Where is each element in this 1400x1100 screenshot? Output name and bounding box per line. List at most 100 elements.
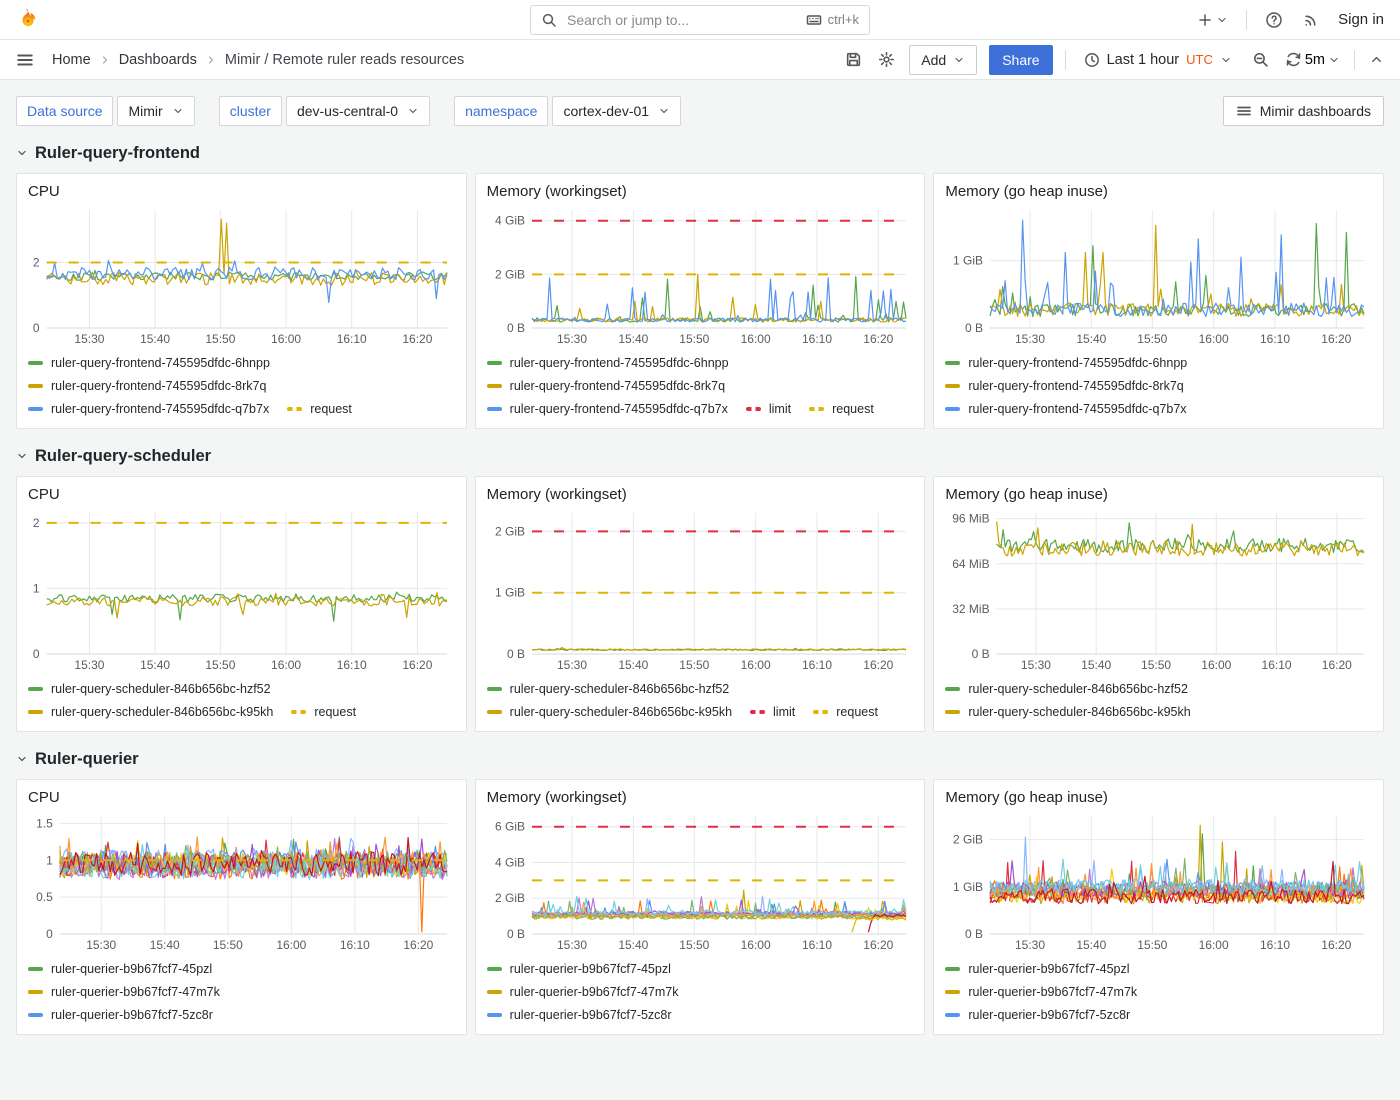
timeseries-chart[interactable]: 15:3015:4015:5016:0016:1016:2000.511.5 xyxy=(28,808,455,954)
new-menu-button[interactable] xyxy=(1195,10,1230,30)
timeseries-chart[interactable]: 15:3015:4015:5016:0016:1016:200 B1 GiB xyxy=(945,202,1372,348)
legend-series-swatch xyxy=(291,710,306,714)
panel-title[interactable]: Memory (go heap inuse) xyxy=(945,789,1372,806)
panel-title[interactable]: Memory (workingset) xyxy=(487,486,914,503)
legend-series-swatch xyxy=(487,687,502,691)
mimir-dashboards-button[interactable]: Mimir dashboards xyxy=(1223,96,1384,126)
legend-item[interactable]: ruler-query-frontend-745595dfdc-q7b7x xyxy=(28,402,269,416)
refresh-button[interactable]: 5m xyxy=(1283,49,1342,70)
panel-title[interactable]: Memory (go heap inuse) xyxy=(945,183,1372,200)
legend-item[interactable]: ruler-query-frontend-745595dfdc-q7b7x xyxy=(945,402,1186,416)
legend-item[interactable]: limit xyxy=(746,402,791,416)
legend-item[interactable]: ruler-query-frontend-745595dfdc-8rk7q xyxy=(945,379,1183,393)
save-dashboard-button[interactable] xyxy=(843,49,864,70)
legend-series-swatch xyxy=(746,407,761,411)
legend-item[interactable]: request xyxy=(813,705,878,719)
svg-text:16:20: 16:20 xyxy=(1322,658,1352,672)
legend-item[interactable]: ruler-query-scheduler-846b656bc-hzf52 xyxy=(945,682,1188,696)
legend-item[interactable]: ruler-querier-b9b67fcf7-47m7k xyxy=(28,985,220,999)
timeseries-chart[interactable]: 15:3015:4015:5016:0016:1016:200 B32 MiB6… xyxy=(945,505,1372,674)
dashboard-settings-button[interactable] xyxy=(876,49,897,70)
collapse-toolbar-button[interactable] xyxy=(1367,50,1386,69)
panel-title[interactable]: Memory (workingset) xyxy=(487,789,914,806)
legend-item[interactable]: ruler-query-frontend-745595dfdc-6hnpp xyxy=(28,356,270,370)
legend-row: ruler-query-scheduler-846b656bc-k95kh lim… xyxy=(487,700,914,723)
timeseries-chart[interactable]: 15:3015:4015:5016:0016:1016:200 B1 GiB2 … xyxy=(487,505,914,674)
news-button[interactable] xyxy=(1301,9,1322,30)
legend-item[interactable]: ruler-query-scheduler-846b656bc-hzf52 xyxy=(487,682,730,696)
legend-item[interactable]: ruler-querier-b9b67fcf7-5zc8r xyxy=(28,1008,213,1022)
share-button[interactable]: Share xyxy=(989,45,1052,75)
timeseries-chart[interactable]: 15:3015:4015:5016:0016:1016:2002 xyxy=(28,202,455,348)
dashboard-body: Ruler-query-frontendCPU15:3015:4015:5016… xyxy=(0,141,1400,1035)
breadcrumb-home[interactable]: Home xyxy=(52,52,91,68)
dashboard-row-header-ruler-query-frontend[interactable]: Ruler-query-frontend xyxy=(16,141,1384,165)
add-panel-button[interactable]: Add xyxy=(909,45,977,75)
legend-item[interactable]: request xyxy=(809,402,874,416)
variable-namespace-value[interactable]: cortex-dev-01 xyxy=(552,96,681,126)
legend-item[interactable]: ruler-query-scheduler-846b656bc-hzf52 xyxy=(28,682,271,696)
legend-item[interactable]: request xyxy=(291,705,356,719)
legend-item[interactable]: ruler-querier-b9b67fcf7-47m7k xyxy=(945,985,1137,999)
legend-item[interactable]: ruler-querier-b9b67fcf7-45pzl xyxy=(28,962,212,976)
chevron-right-icon xyxy=(205,54,217,66)
legend-item[interactable]: ruler-querier-b9b67fcf7-47m7k xyxy=(487,985,679,999)
legend-item[interactable]: ruler-querier-b9b67fcf7-5zc8r xyxy=(487,1008,672,1022)
search-shortcut: ctrl+k xyxy=(806,12,859,28)
svg-text:1 GiB: 1 GiB xyxy=(495,586,525,600)
svg-text:32 MiB: 32 MiB xyxy=(953,602,990,616)
dashboard-row-header-ruler-query-scheduler[interactable]: Ruler-query-scheduler xyxy=(16,444,1384,468)
legend-series-swatch xyxy=(28,967,43,971)
legend-item[interactable]: ruler-query-scheduler-846b656bc-k95kh xyxy=(487,705,732,719)
legend-series-label: ruler-querier-b9b67fcf7-45pzl xyxy=(968,962,1129,976)
legend-item[interactable]: ruler-querier-b9b67fcf7-45pzl xyxy=(945,962,1129,976)
legend-item[interactable]: ruler-querier-b9b67fcf7-5zc8r xyxy=(945,1008,1130,1022)
svg-text:15:50: 15:50 xyxy=(1138,332,1168,346)
legend-item[interactable]: ruler-query-scheduler-846b656bc-k95kh xyxy=(28,705,273,719)
legend-series-swatch xyxy=(28,407,43,411)
sign-in-link[interactable]: Sign in xyxy=(1338,11,1384,28)
help-button[interactable] xyxy=(1263,9,1285,31)
panel-title[interactable]: CPU xyxy=(28,486,455,503)
panel-title[interactable]: CPU xyxy=(28,183,455,200)
timeseries-chart[interactable]: 15:3015:4015:5016:0016:1016:200 B2 GiB4 … xyxy=(487,808,914,954)
grafana-logo[interactable] xyxy=(16,8,40,32)
legend-item[interactable]: ruler-query-frontend-745595dfdc-6hnpp xyxy=(945,356,1187,370)
timeseries-chart[interactable]: 15:3015:4015:5016:0016:1016:200 B2 GiB4 … xyxy=(487,202,914,348)
svg-text:15:30: 15:30 xyxy=(86,938,116,952)
legend-series-label: ruler-query-frontend-745595dfdc-8rk7q xyxy=(51,379,266,393)
timeseries-chart[interactable]: 15:3015:4015:5016:0016:1016:200 B1 GiB2 … xyxy=(945,808,1372,954)
mega-menu-toggle[interactable] xyxy=(14,49,36,71)
legend-item[interactable]: request xyxy=(287,402,352,416)
help-icon xyxy=(1265,11,1283,29)
zoom-out-time-button[interactable] xyxy=(1250,49,1271,70)
legend-item[interactable]: limit xyxy=(750,705,795,719)
variable-datasource-value[interactable]: Mimir xyxy=(117,96,194,126)
timeseries-chart[interactable]: 15:3015:4015:5016:0016:1016:20012 xyxy=(28,505,455,674)
svg-text:64 MiB: 64 MiB xyxy=(953,557,990,571)
svg-text:15:30: 15:30 xyxy=(557,658,587,672)
chevron-down-icon xyxy=(1328,54,1340,66)
panel-title[interactable]: CPU xyxy=(28,789,455,806)
panel-legend: ruler-querier-b9b67fcf7-45pzl ruler-queri… xyxy=(945,957,1372,1026)
panel-legend: ruler-querier-b9b67fcf7-45pzl ruler-queri… xyxy=(28,957,455,1026)
legend-item[interactable]: ruler-query-frontend-745595dfdc-8rk7q xyxy=(28,379,266,393)
svg-text:15:40: 15:40 xyxy=(140,658,170,672)
legend-series-label: request xyxy=(832,402,874,416)
legend-item[interactable]: ruler-query-frontend-745595dfdc-6hnpp xyxy=(487,356,729,370)
svg-text:16:20: 16:20 xyxy=(863,332,893,346)
refresh-interval[interactable]: 5m xyxy=(1305,52,1325,68)
global-search[interactable]: ctrl+k xyxy=(530,5,870,35)
search-input[interactable] xyxy=(565,11,798,29)
dashboard-row-header-ruler-querier[interactable]: Ruler-querier xyxy=(16,747,1384,771)
panel-title[interactable]: Memory (workingset) xyxy=(487,183,914,200)
legend-item[interactable]: ruler-query-frontend-745595dfdc-q7b7x xyxy=(487,402,728,416)
panel-legend: ruler-query-scheduler-846b656bc-hzf52 rul… xyxy=(487,677,914,723)
legend-item[interactable]: ruler-query-frontend-745595dfdc-8rk7q xyxy=(487,379,725,393)
breadcrumb-dashboards[interactable]: Dashboards xyxy=(119,52,197,68)
legend-item[interactable]: ruler-querier-b9b67fcf7-45pzl xyxy=(487,962,671,976)
time-range-picker[interactable]: Last 1 hour UTC xyxy=(1078,51,1238,69)
variable-cluster-value[interactable]: dev-us-central-0 xyxy=(286,96,430,126)
panel-title[interactable]: Memory (go heap inuse) xyxy=(945,486,1372,503)
legend-item[interactable]: ruler-query-scheduler-846b656bc-k95kh xyxy=(945,705,1190,719)
